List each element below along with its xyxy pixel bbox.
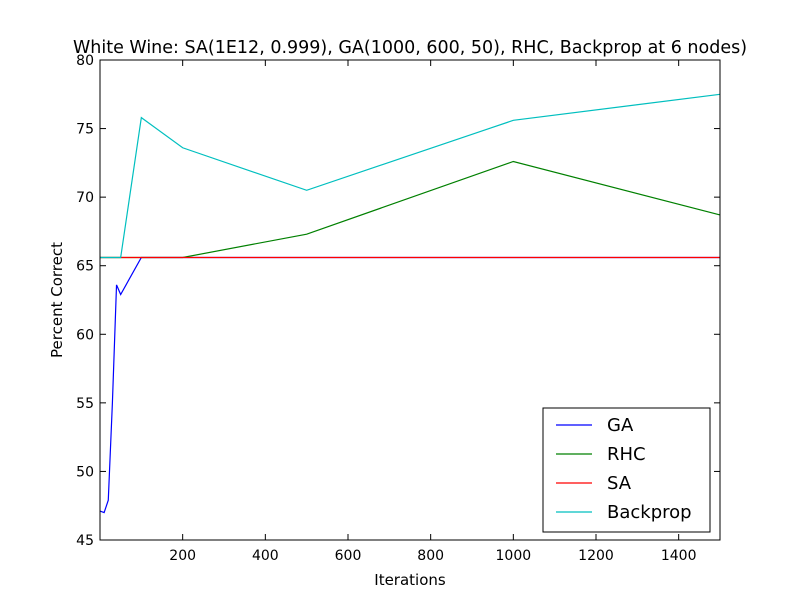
- y-tick-label: 65: [76, 259, 94, 275]
- legend-label-rhc: RHC: [607, 444, 646, 465]
- legend-label-ga: GA: [607, 415, 634, 436]
- x-tick-label: 600: [335, 548, 362, 564]
- y-tick-label: 70: [76, 190, 94, 206]
- y-axis-label: Percent Correct: [48, 242, 66, 358]
- y-tick-label: 55: [76, 396, 94, 412]
- x-axis-label: Iterations: [374, 571, 446, 589]
- y-tick-label: 60: [76, 327, 94, 343]
- y-tick-label: 75: [76, 122, 94, 138]
- x-tick-label: 200: [169, 548, 196, 564]
- y-tick-label: 45: [76, 533, 94, 549]
- y-tick-label: 80: [76, 53, 94, 69]
- legend: GA RHC SA Backprop: [542, 407, 711, 533]
- x-tick-label: 1200: [578, 548, 614, 564]
- tick-layer: 200 400 600 800 1000 1200 1400 45 50 55 60 65 70 75 80: [76, 53, 720, 564]
- y-tick-label: 50: [76, 464, 94, 480]
- x-tick-label: 400: [252, 548, 279, 564]
- legend-label-backprop: Backprop: [607, 502, 692, 523]
- series-line-rhc: [100, 160, 721, 259]
- series-layer: [100, 93, 721, 514]
- legend-box: [542, 407, 711, 533]
- x-tick-label: 1000: [496, 548, 532, 564]
- legend-label-sa: SA: [607, 473, 632, 494]
- chart-title: White Wine: SA(1E12, 0.999), GA(1000, 60…: [73, 38, 747, 58]
- x-tick-label: 800: [417, 548, 444, 564]
- plot-frame: [99, 59, 721, 541]
- x-tick-label: 1400: [661, 548, 697, 564]
- series-line-backprop: [100, 93, 721, 259]
